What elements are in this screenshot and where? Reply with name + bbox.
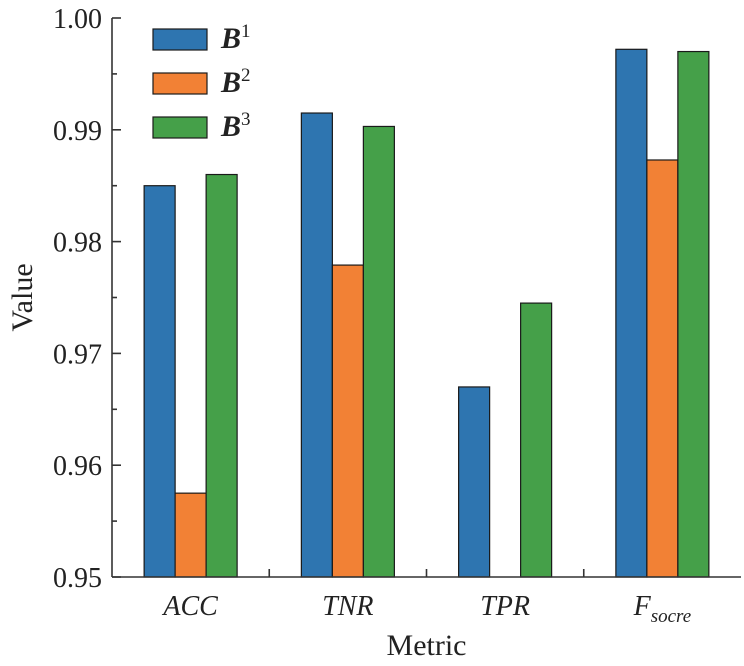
- legend-label-1: B1: [220, 21, 251, 55]
- bars-group: [143, 48, 710, 578]
- bar-1-acc: [143, 185, 176, 578]
- legend-swatch-2: [152, 72, 208, 95]
- bar-1-tnr: [300, 112, 333, 578]
- bar-3-f: [677, 50, 710, 578]
- bar-3-acc: [205, 173, 238, 578]
- bar-3-tpr: [520, 302, 553, 578]
- y-tick-label: 0.97: [53, 339, 102, 370]
- axes-group: 0.95 0.96 0.97 0.98 0.99 1.00 ACC TNR TPR Fsocre: [53, 4, 741, 627]
- legend-label-3: B3: [220, 109, 251, 143]
- x-tick-label: TPR: [480, 591, 530, 622]
- legend-label-2: B2: [220, 65, 251, 99]
- y-tick-label: 0.95: [53, 563, 102, 594]
- y-tick-label: 0.99: [53, 116, 102, 147]
- bar-3-tnr: [362, 125, 395, 578]
- legend-swatch-3: [152, 116, 208, 139]
- x-tick-label: TNR: [322, 591, 373, 622]
- x-tick-label: ACC: [161, 591, 218, 622]
- bar-1-f: [615, 48, 648, 578]
- bar-1-tpr: [458, 386, 491, 578]
- legend: B1 B2 B3: [152, 21, 251, 143]
- bar-2-tnr: [331, 264, 364, 578]
- x-axis-label: Metric: [387, 629, 467, 662]
- y-tick-label: 0.96: [53, 451, 102, 482]
- x-tick-label: Fsocre: [633, 591, 692, 627]
- y-tick-label: 0.98: [53, 228, 102, 259]
- bar-2-acc: [174, 492, 207, 578]
- bar-2-f: [646, 159, 679, 578]
- legend-swatch-1: [152, 28, 208, 51]
- y-tick-label: 1.00: [53, 4, 102, 35]
- y-axis-label: Value: [6, 263, 39, 331]
